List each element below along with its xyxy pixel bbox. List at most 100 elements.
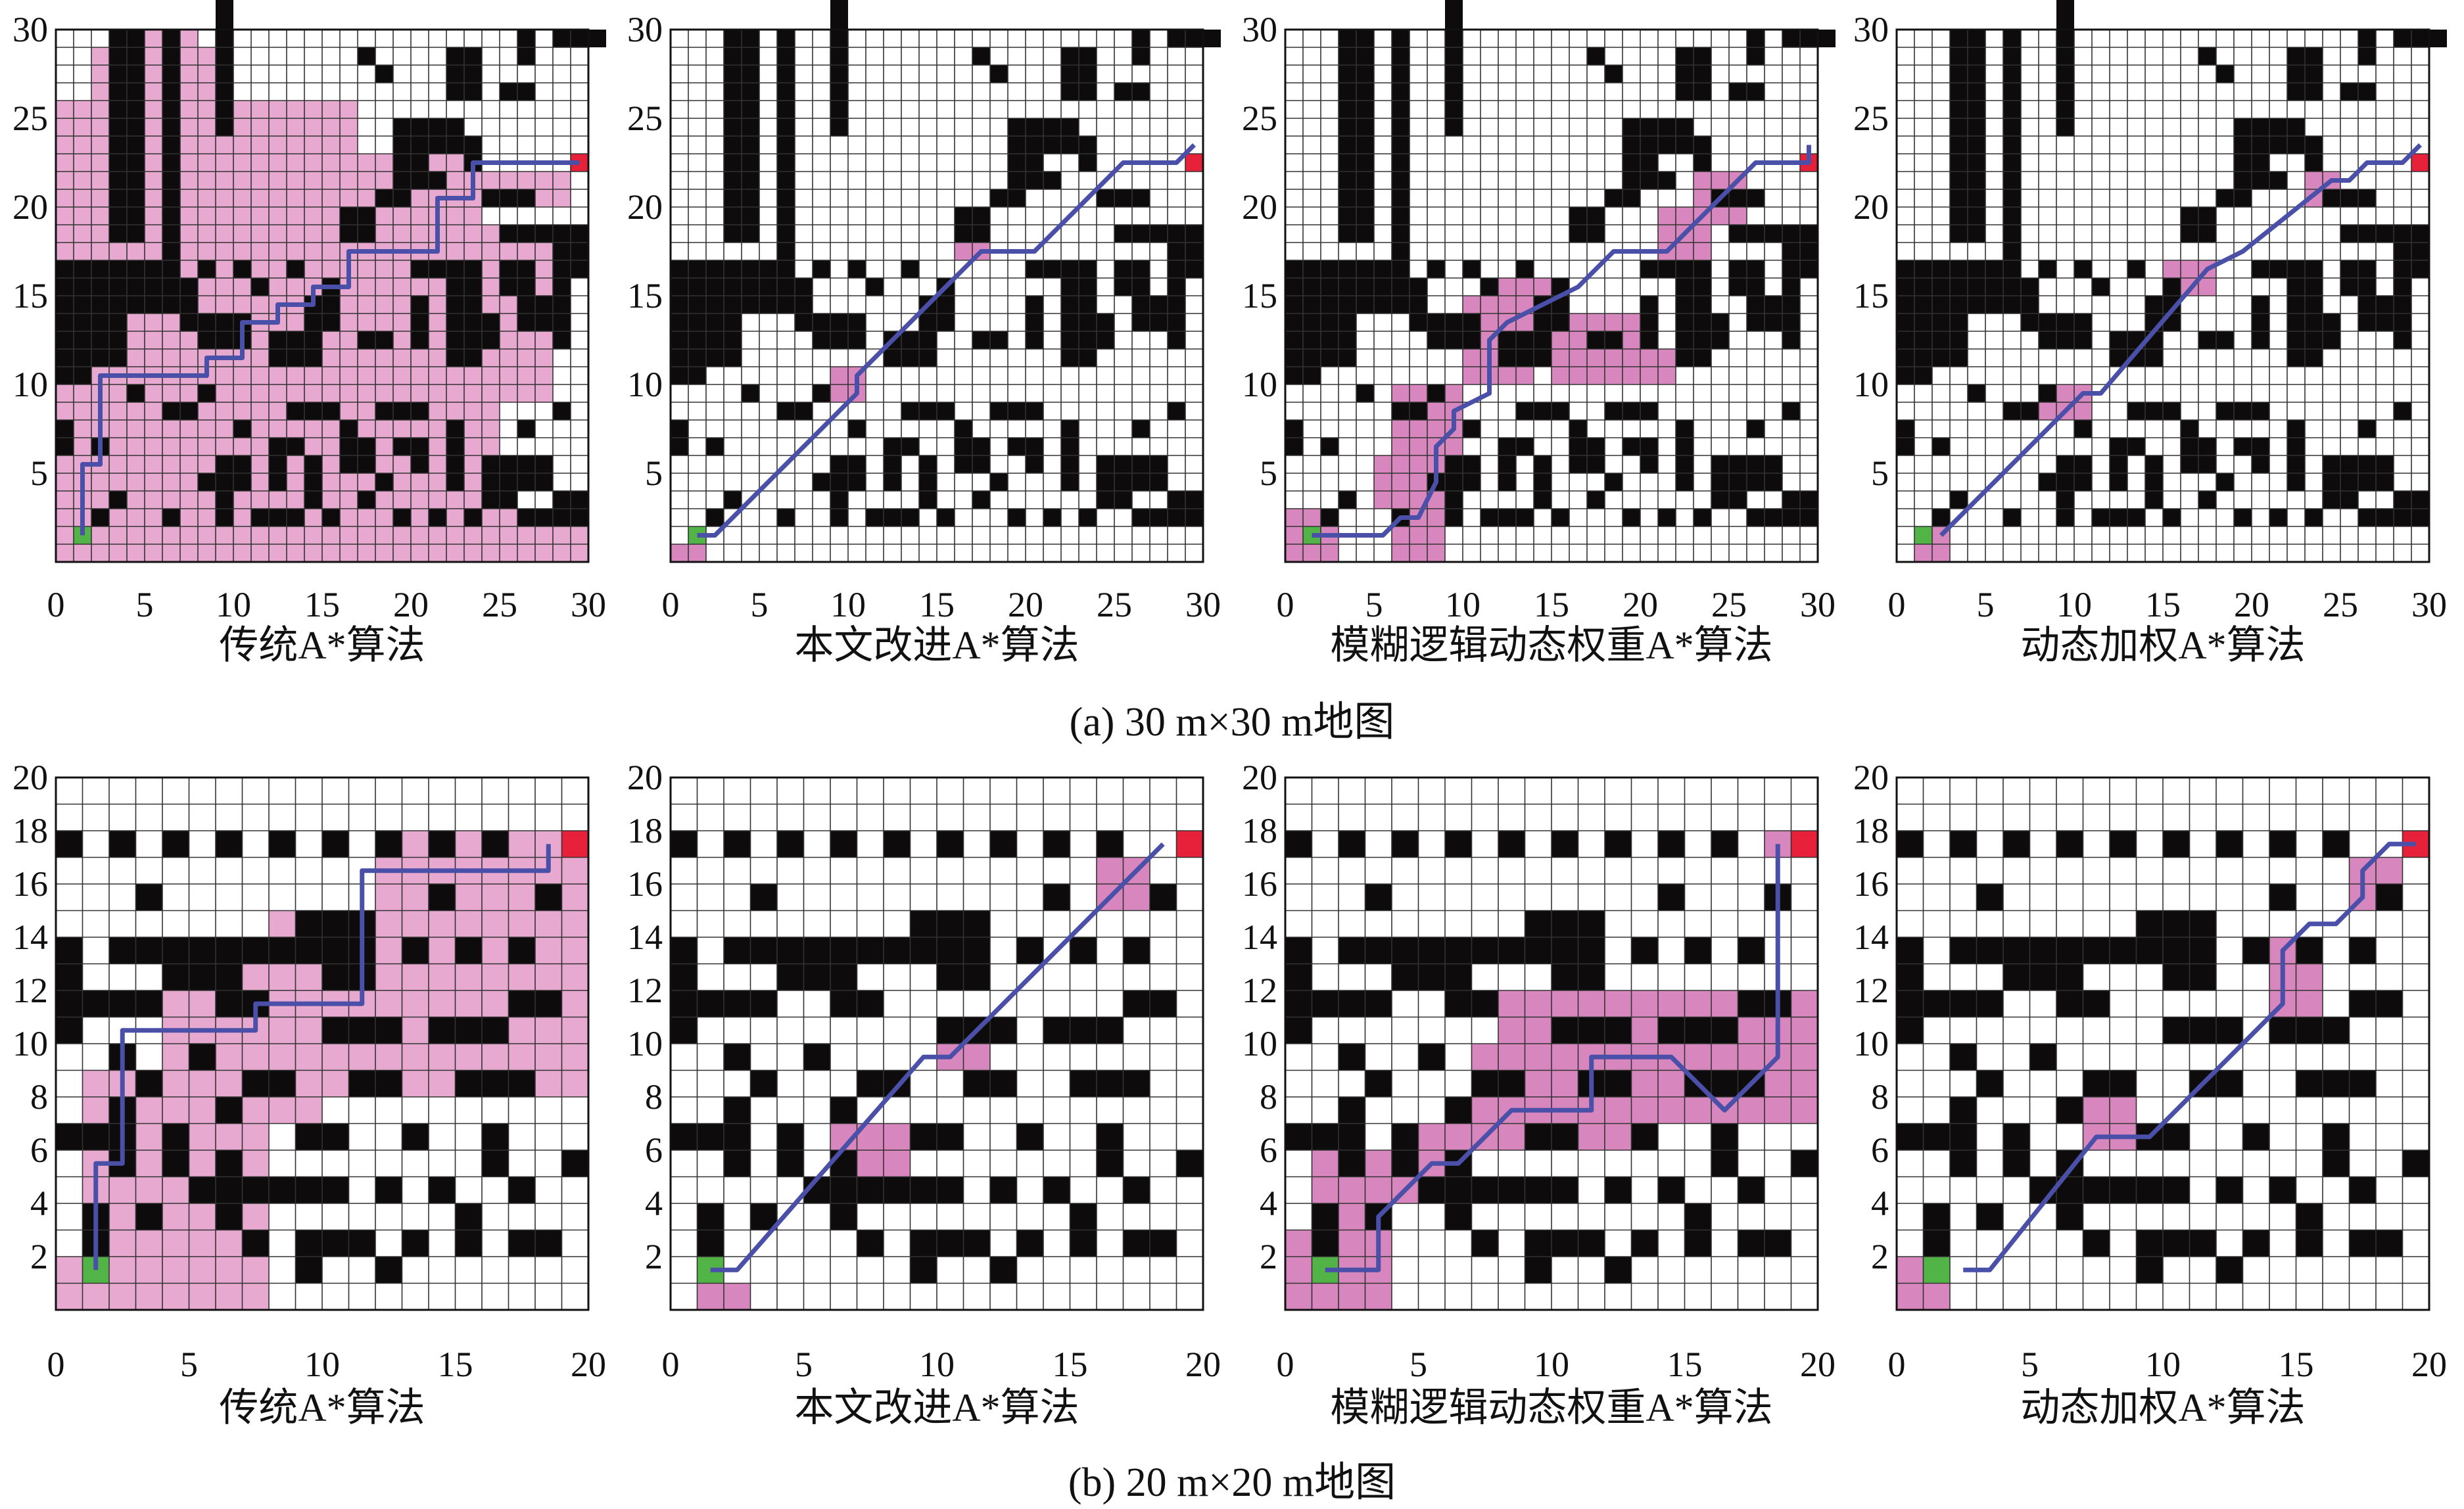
obstacle-cell — [233, 260, 251, 278]
y-tick-label: 12 — [627, 971, 663, 1010]
obstacle-cell — [1658, 1176, 1685, 1203]
obstacle-cell — [937, 831, 964, 858]
obstacle-cell — [287, 260, 304, 278]
panel-title: 模糊逻辑动态权重A*算法 — [1330, 1386, 1772, 1429]
obstacle-cell — [1569, 420, 1587, 438]
y-tick-label: 16 — [1242, 864, 1277, 904]
obstacle-cell — [777, 260, 795, 278]
obstacle-cell — [1392, 831, 1419, 858]
obstacle-cell — [162, 1150, 189, 1177]
obstacle-cell — [1711, 1150, 1738, 1177]
obstacle-cell — [724, 491, 742, 509]
panel-20-fuzzy-dynamic-weight-astar: 0 5 10 15 20 2 4 6 8 10 12 14 16 18 20 模糊逻辑动态权重A*算法 — [1242, 758, 1836, 1429]
obstacle-cell — [2269, 1017, 2350, 1044]
obstacle-cell — [1658, 509, 1676, 526]
obstacle-cell — [180, 313, 233, 331]
x-tick-label: 10 — [304, 1345, 340, 1384]
grid-lines — [55, 777, 589, 1311]
obstacle-cell — [1392, 260, 1410, 278]
panel-20-dynamic-weighted-astar: 0 5 10 15 20 2 4 6 8 10 12 14 16 18 20 动态加权A*算法 — [1853, 758, 2447, 1429]
obstacle-cell — [706, 438, 724, 455]
obstacle-cell — [1587, 47, 1605, 65]
obstacle-cell — [322, 509, 340, 526]
y-tick-label: 8 — [1871, 1077, 1889, 1117]
obstacle-cell — [1932, 438, 1950, 455]
obstacle-cell — [2349, 1176, 2376, 1203]
obstacle-cell — [2296, 937, 2323, 964]
obstacle-cell — [358, 47, 375, 65]
y-tick-label: 14 — [627, 917, 663, 957]
obstacle-cell — [803, 1044, 830, 1071]
obstacle-cell — [1321, 509, 1339, 526]
obstacle-cell — [1392, 30, 1410, 260]
obstacle-cell — [455, 1070, 535, 1097]
obstacle-cell — [127, 260, 145, 278]
obstacle-cell — [2323, 1123, 2350, 1150]
obstacle-cell — [1392, 963, 1472, 990]
obstacle-cell — [1782, 402, 1800, 420]
obstacle-cell — [1285, 278, 1303, 296]
obstacle-cell — [1016, 1123, 1043, 1150]
obstacle-cell — [777, 509, 795, 526]
obstacle-cell — [375, 402, 429, 420]
obstacle-cell — [2296, 1070, 2376, 1097]
obstacle-cell — [162, 1123, 189, 1150]
obstacle-cell — [2242, 937, 2269, 964]
obstacle-cell — [2163, 1176, 2190, 1203]
x-tick-label: 10 — [1534, 1345, 1569, 1384]
obstacle-cell — [2269, 884, 2296, 911]
planned-path — [1963, 841, 2416, 1272]
obstacle-cell — [1552, 1017, 1632, 1044]
obstacle-cell — [1738, 937, 1765, 964]
obstacle-cell — [2234, 509, 2252, 526]
y-tick-label: 4 — [1260, 1184, 1277, 1223]
obstacle-cell — [189, 1176, 216, 1203]
obstacle-cell — [2003, 260, 2021, 278]
obstacle-cell — [1410, 313, 1463, 331]
obstacle-cell — [446, 438, 464, 491]
obstacle-cell — [1445, 831, 1472, 858]
obstacle-cell — [937, 1230, 964, 1257]
obstacle-cell — [2003, 1123, 2030, 1150]
y-tick-label: 5 — [1871, 453, 1889, 493]
y-tick-label: 8 — [30, 1077, 48, 1117]
panel-title: 模糊逻辑动态权重A*算法 — [1330, 624, 1772, 667]
panel-title: 动态加权A*算法 — [2020, 1386, 2305, 1429]
x-tick-label: 20 — [1623, 585, 1658, 624]
y-tick-label: 10 — [1853, 365, 1889, 404]
x-tick-label: 30 — [1800, 585, 1836, 624]
obstacle-cell — [91, 260, 109, 278]
section-30m-map: 0 5 10 15 20 25 30 5 10 15 20 25 30 传统A*算法 0 5 10 15 20 25… — [12, 0, 2447, 745]
obstacle-cell — [1950, 1097, 1977, 1177]
planned-path — [80, 160, 580, 536]
obstacle-cell — [2242, 1123, 2269, 1150]
obstacle-cell — [1392, 1123, 1419, 1150]
obstacle-cell — [742, 260, 759, 278]
y-tick-label: 14 — [1853, 917, 1889, 957]
obstacle-cell — [2163, 1017, 2243, 1044]
y-tick-label: 16 — [12, 864, 48, 904]
y-tick-label: 6 — [645, 1130, 663, 1170]
x-tick-label: 15 — [1667, 1345, 1703, 1384]
obstacle-cell — [500, 225, 553, 243]
obstacle-cell — [2163, 402, 2181, 420]
obstacle-cell — [813, 260, 830, 278]
obstacle-cell — [777, 1123, 804, 1150]
x-tick-label: 0 — [662, 585, 680, 624]
obstacle-cell — [2145, 455, 2163, 473]
y-tick-label: 20 — [627, 187, 663, 227]
x-tick-label: 15 — [2279, 1345, 2314, 1384]
y-tick-label: 25 — [1242, 99, 1277, 138]
obstacle-cell — [848, 260, 866, 278]
planned-path — [710, 842, 1165, 1272]
obstacle-cell — [482, 1150, 509, 1177]
obstacle-cell — [1747, 420, 1765, 438]
obstacle-cell — [198, 260, 216, 278]
obstacle-cell — [1176, 1150, 1203, 1177]
obstacle-cell — [1897, 963, 1924, 1044]
obstacle-cell — [1605, 831, 1632, 858]
obstacle-cell — [2216, 402, 2269, 420]
obstacle-cell — [706, 509, 724, 526]
obstacle-cell — [358, 491, 375, 509]
obstacle-cell — [2039, 384, 2056, 402]
